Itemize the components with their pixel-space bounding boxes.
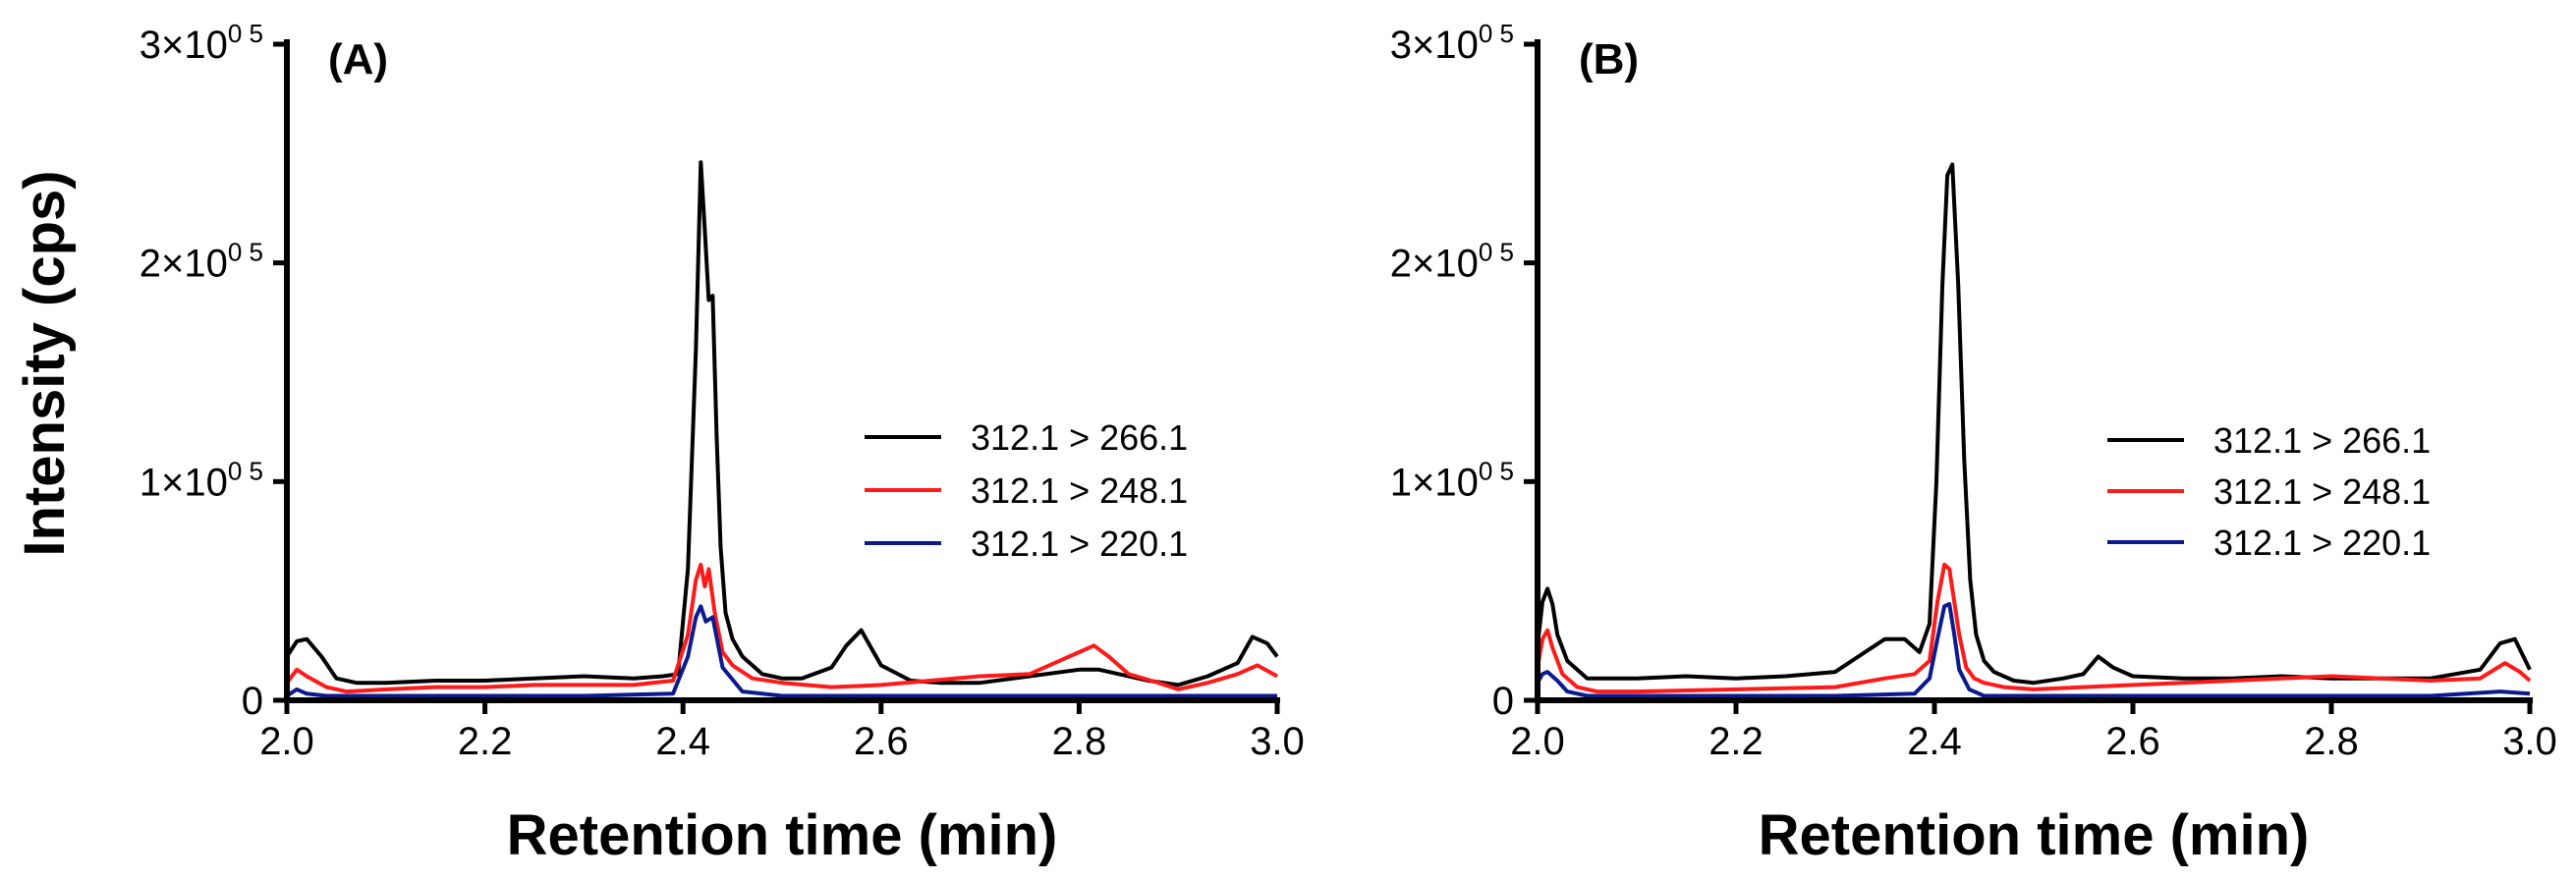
x-tick-label: 2.8 bbox=[1052, 720, 1107, 763]
series-line-1 bbox=[1536, 162, 2532, 686]
y-tick-label-mant: 2 bbox=[140, 243, 161, 286]
series-line-1 bbox=[285, 160, 1279, 688]
y-tick-label-times: × bbox=[1412, 243, 1434, 286]
y-tick-label-times: × bbox=[1412, 24, 1434, 67]
y-tick-label: 3×100 5 bbox=[140, 19, 263, 67]
series-line-2 bbox=[1536, 562, 2532, 694]
x-tick-label: 2.4 bbox=[1907, 720, 1962, 763]
x-tick-label: 2.2 bbox=[458, 720, 513, 763]
x-tick-label: 3.0 bbox=[2502, 720, 2557, 763]
legend-label: 312.1 > 248.1 bbox=[2213, 471, 2431, 512]
y-tick-label-base: 10 bbox=[1434, 461, 1479, 504]
legend: 312.1 > 266.1 312.1 > 248.1 312.1 > 220.1 bbox=[2107, 420, 2431, 563]
y-tick-label-times: × bbox=[161, 243, 184, 286]
series-line-2 bbox=[285, 562, 1278, 694]
y-tick-label-mant: 3 bbox=[140, 24, 161, 67]
y-tick-label-exp: 0 5 bbox=[1479, 456, 1514, 485]
y-tick-label-mant: 2 bbox=[1390, 243, 1412, 286]
legend-label: 312.1 > 248.1 bbox=[971, 470, 1188, 511]
y-tick-label-mant: 0 bbox=[1492, 680, 1514, 723]
series-line-3 bbox=[285, 604, 1277, 698]
y-tick-label-times: × bbox=[161, 24, 184, 67]
legend-label: 312.1 > 220.1 bbox=[971, 523, 1188, 564]
y-tick-label-exp: 0 5 bbox=[228, 456, 263, 485]
x-axis-title: Retention time (min) bbox=[1759, 803, 2310, 867]
y-tick-label: 3×100 5 bbox=[1390, 19, 1514, 67]
series-line-3 bbox=[1536, 602, 2531, 698]
y-tick-label-times: × bbox=[1412, 461, 1434, 504]
y-tick-label-base: 10 bbox=[184, 243, 228, 286]
y-tick-label-times: × bbox=[161, 461, 184, 504]
panel-label: (A) bbox=[328, 35, 388, 83]
legend: 312.1 > 266.1 312.1 > 248.1 312.1 > 220.1 bbox=[865, 417, 1188, 564]
legend-label: 312.1 > 266.1 bbox=[2213, 420, 2431, 461]
y-tick-label-base: 10 bbox=[184, 24, 228, 67]
panel-label: (B) bbox=[1579, 35, 1639, 83]
panel-b: 01×100 52×100 53×100 52.0 2.2 2.4 2.6 2.8 3.0… bbox=[1390, 19, 2557, 867]
x-tick-label: 2.6 bbox=[2105, 720, 2160, 763]
y-tick-label-exp: 0 5 bbox=[1479, 19, 1514, 48]
legend-label: 312.1 > 220.1 bbox=[2213, 523, 2431, 563]
y-axis-title: Intensity (cps) bbox=[13, 170, 77, 556]
y-tick-label: 1×100 5 bbox=[140, 456, 263, 504]
y-tick-label-mant: 1 bbox=[1390, 461, 1412, 504]
panel-a: 01×100 52×100 53×100 52.0 2.2 2.4 2.6 2.8 3.0… bbox=[140, 19, 1305, 867]
y-tick-label-base: 10 bbox=[184, 461, 228, 504]
y-tick-label: 2×100 5 bbox=[140, 238, 263, 286]
x-tick-label: 2.8 bbox=[2304, 720, 2359, 763]
y-tick-label-exp: 0 5 bbox=[228, 19, 263, 48]
x-tick-label: 2.0 bbox=[259, 720, 314, 763]
y-tick-label-base: 10 bbox=[1434, 24, 1479, 67]
y-tick-label-mant: 3 bbox=[1390, 24, 1412, 67]
x-axis-title: Retention time (min) bbox=[507, 803, 1058, 867]
x-tick-label: 2.2 bbox=[1708, 720, 1764, 763]
x-tick-label: 2.6 bbox=[854, 720, 909, 763]
y-tick-label-exp: 0 5 bbox=[1479, 238, 1514, 267]
y-tick-label-exp: 0 5 bbox=[228, 238, 263, 267]
x-tick-label: 2.0 bbox=[1510, 720, 1565, 763]
y-tick-label: 2×100 5 bbox=[1390, 238, 1514, 286]
x-tick-label: 3.0 bbox=[1250, 720, 1305, 763]
y-tick-label-base: 10 bbox=[1434, 243, 1479, 286]
y-tick-label: 0 bbox=[242, 680, 263, 723]
x-tick-label: 2.4 bbox=[655, 720, 710, 763]
y-tick-label-mant: 0 bbox=[242, 680, 263, 723]
y-tick-label-mant: 1 bbox=[140, 461, 161, 504]
y-tick-label: 1×100 5 bbox=[1390, 456, 1514, 504]
y-tick-label: 0 bbox=[1492, 680, 1514, 723]
legend-label: 312.1 > 266.1 bbox=[971, 417, 1188, 458]
